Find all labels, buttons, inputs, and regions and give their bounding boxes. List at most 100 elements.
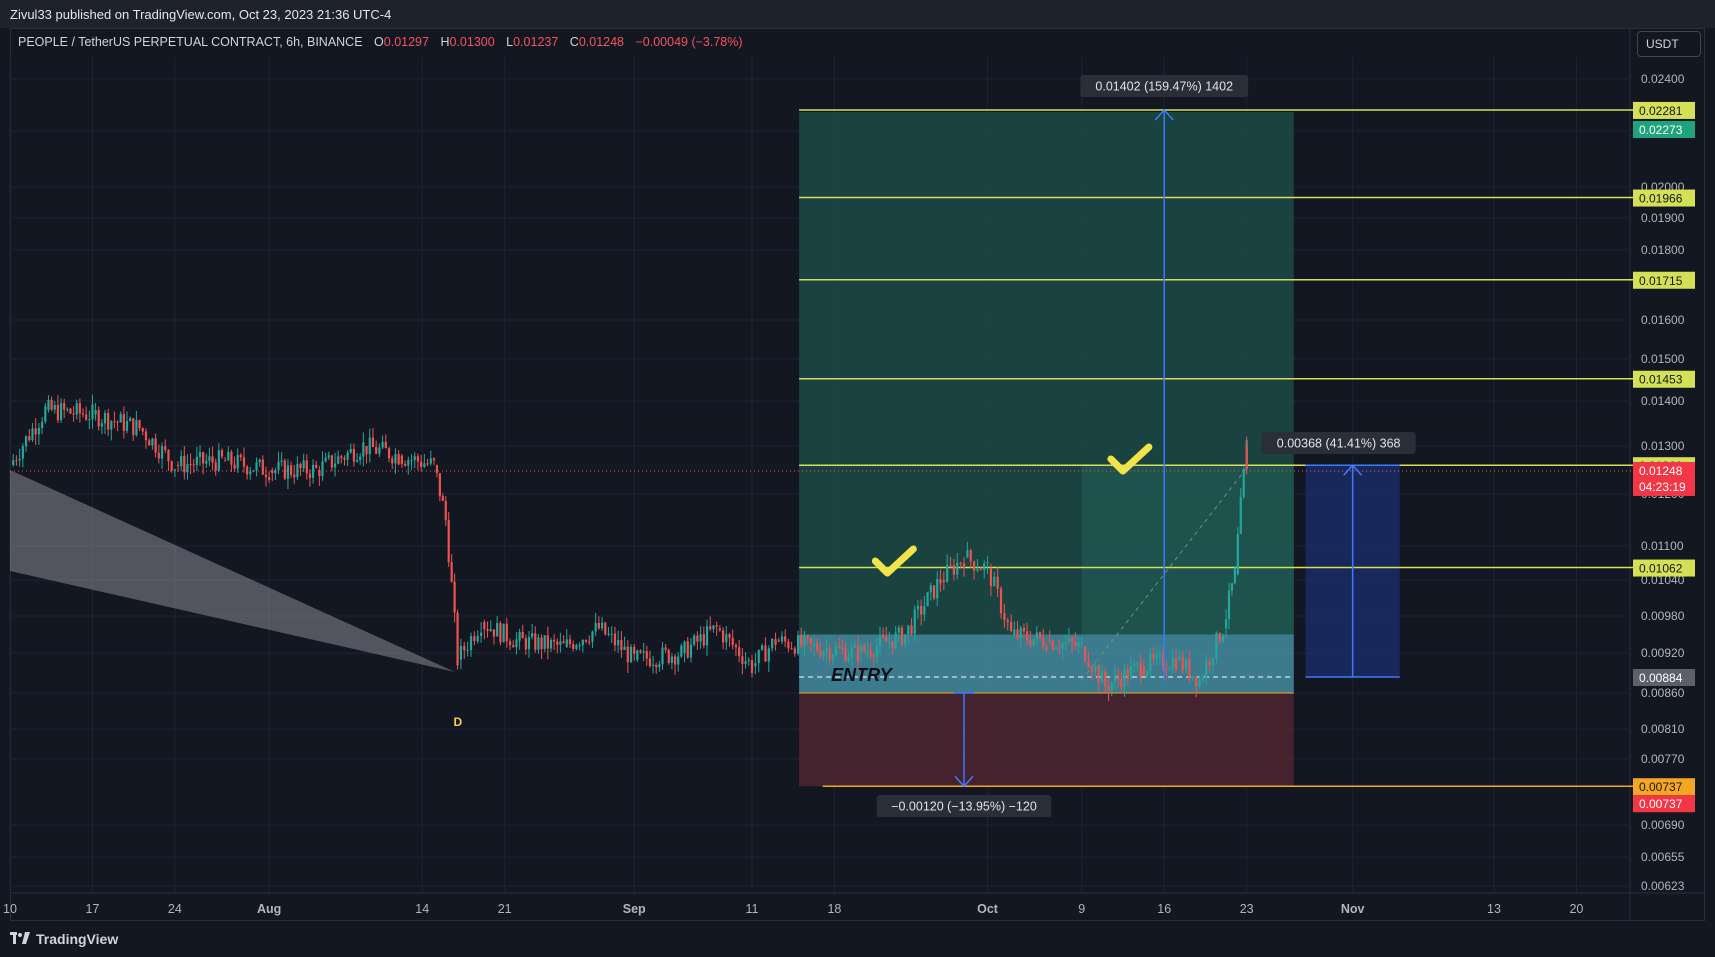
candle-body [831,654,834,660]
candle-body [1061,643,1064,650]
candle-body [72,413,75,415]
candle-body [809,637,812,644]
candle-body [28,436,31,441]
bar-countdown-badge: 04:23:19 [1639,480,1686,494]
candle-body [900,627,904,645]
candle-body [1208,661,1211,666]
candle-body [1233,567,1236,584]
candle-body [305,460,308,474]
candle-body [956,562,959,575]
candle-body [828,648,831,660]
candle-body [151,438,154,446]
candle-body [1032,638,1035,646]
candle-body [784,636,787,642]
candle-body [1227,590,1231,620]
candle-body [850,647,853,657]
candle-body [384,441,387,449]
candle-body [375,447,378,454]
candle-body [1188,659,1191,679]
candle-body [63,403,66,410]
price-tick-label: 0.01900 [1641,211,1685,225]
candle-body [793,648,796,654]
candle-body [531,633,534,638]
candle-body [677,656,680,665]
candle-body [1094,665,1097,672]
measure-arrow-2-head [1343,464,1363,476]
candle-body [15,460,18,462]
candle-body [502,623,505,643]
candle-body [741,656,744,664]
candle-body [1158,653,1162,655]
candle-body [413,456,416,460]
candle-body [1230,583,1234,591]
candle-body [233,464,236,469]
candle-body [636,650,639,660]
candle-body [658,664,661,668]
candle-body [844,648,847,662]
candle-body [718,628,721,631]
candle-body [1133,663,1136,667]
candle-body [466,649,469,651]
candle-body [387,448,391,459]
candle-body [705,626,709,646]
candle-body [1097,665,1100,683]
candle-body [480,632,483,636]
candle-body [926,592,929,607]
high-value: 0.01300 [449,35,495,49]
candle-body [144,431,148,441]
candle-body [512,645,515,648]
candle-body [715,625,718,627]
candle-body [44,406,47,422]
measure-label-1-bg [1080,75,1249,97]
candle-body [280,460,283,462]
candle-body [1155,654,1158,659]
candle-body [81,413,85,415]
candle-body [1139,663,1142,677]
measure-arrow-3-head [954,775,974,788]
candle-body [508,641,512,646]
candle-body [629,646,633,663]
candle-body [897,627,900,633]
candle-body [66,408,69,410]
candle-body [1178,656,1181,660]
target-price-badge-bg [1633,121,1695,139]
candle-body [976,569,979,571]
candle-body [110,421,113,430]
candle-body [731,637,734,646]
candle-body [352,448,356,462]
candle-body [299,463,302,469]
candle-body [423,463,426,467]
candle-body [1191,676,1194,679]
checkmark-icon [871,545,917,577]
candle-body [1165,668,1168,670]
candle-body [626,646,629,663]
open-label: O [374,35,384,49]
candle-body [664,647,667,650]
candle-body [441,496,444,501]
level-price-badge-bg [1633,271,1695,289]
candle-body [568,639,572,645]
candle-body [198,452,202,457]
symbol-name: PEOPLE / TetherUS PERPETUAL CONTRACT, 6h… [18,35,363,49]
candle-body [655,664,658,668]
candle-body [258,459,261,463]
candle-body [952,565,956,575]
candle-body [1168,669,1171,671]
candle-body [1123,669,1126,688]
stop-zone[interactable] [799,693,1294,787]
time-tick-label: 24 [168,902,182,916]
candle-body [534,633,537,650]
candle-body [1120,679,1123,688]
candle-body [869,650,872,656]
candle-body [559,641,562,645]
footer-bar: TradingView [0,921,1715,957]
currency-button[interactable]: USDT [1637,31,1701,57]
candle-body [1038,632,1042,638]
candle-body [856,645,860,662]
candle-body [680,645,683,657]
currency-label: USDT [1646,37,1679,51]
candle-body [591,631,594,642]
candle-body [91,404,94,420]
candle-body [777,640,780,642]
